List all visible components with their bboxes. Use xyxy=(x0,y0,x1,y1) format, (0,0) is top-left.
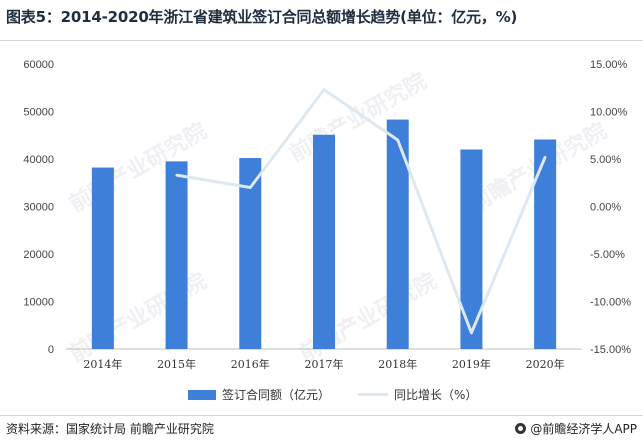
x-tick-label: 2014年 xyxy=(83,357,122,371)
brand-logo-icon xyxy=(515,423,527,434)
y-right-tick-label: 15.00% xyxy=(590,59,628,71)
y-left-tick-label: 40000 xyxy=(23,154,54,166)
bar xyxy=(91,167,114,349)
legend-item-bar: 签订合同额（亿元） xyxy=(188,386,330,403)
y-left-tick-label: 10000 xyxy=(23,297,54,309)
y-left-tick-label: 20000 xyxy=(23,249,54,261)
chart-legend: 签订合同额（亿元） 同比增长（%） xyxy=(0,386,643,404)
legend-bar-swatch xyxy=(188,389,216,400)
growth-point xyxy=(322,88,326,91)
footer-divider xyxy=(0,415,643,416)
growth-point xyxy=(470,331,473,335)
bar xyxy=(534,139,557,349)
y-right-tick-label: 0.00% xyxy=(590,202,621,214)
y-left-tick-label: 30000 xyxy=(23,202,54,214)
legend-item-line: 同比增长（%） xyxy=(358,386,477,403)
growth-point xyxy=(543,155,547,159)
brand-text: @前瞻经济学人APP xyxy=(530,422,637,436)
bar xyxy=(386,119,409,349)
y-left-tick-label: 0 xyxy=(48,344,54,356)
y-left-tick-label: 50000 xyxy=(23,107,54,119)
legend-bar-label: 签订合同额（亿元） xyxy=(222,388,331,402)
chart-title: 图表5：2014-2020年浙江省建筑业签订合同总额增长趋势(单位：亿元，%) xyxy=(6,8,518,26)
legend-line-swatch xyxy=(358,393,388,396)
growth-point xyxy=(175,173,178,177)
title-divider xyxy=(0,40,643,41)
y-right-tick-label: 5.00% xyxy=(590,154,621,166)
growth-point xyxy=(396,138,399,142)
y-left-tick-label: 60000 xyxy=(23,59,54,71)
growth-point xyxy=(249,186,252,189)
y-right-tick-label: 10.00% xyxy=(590,107,628,119)
x-tick-label: 2017年 xyxy=(305,357,344,371)
growth-line xyxy=(176,88,547,335)
bar xyxy=(313,134,335,349)
bar xyxy=(239,158,262,349)
y-right-tick-label: -15.00% xyxy=(590,344,631,356)
x-tick-label: 2016年 xyxy=(231,357,270,371)
x-tick-label: 2020年 xyxy=(526,357,565,371)
brand-credit: @前瞻经济学人APP xyxy=(515,420,637,437)
y-right-tick-label: -5.00% xyxy=(590,249,625,261)
bar xyxy=(460,149,483,349)
x-tick-label: 2018年 xyxy=(378,357,417,371)
legend-line-label: 同比增长（%） xyxy=(394,388,478,402)
y-right-tick-label: -10.00% xyxy=(590,297,631,309)
x-tick-label: 2019年 xyxy=(452,357,491,371)
source-note: 资料来源：国家统计局 前瞻产业研究院 xyxy=(6,422,214,436)
bar xyxy=(165,161,188,349)
x-tick-label: 2015年 xyxy=(157,357,196,371)
